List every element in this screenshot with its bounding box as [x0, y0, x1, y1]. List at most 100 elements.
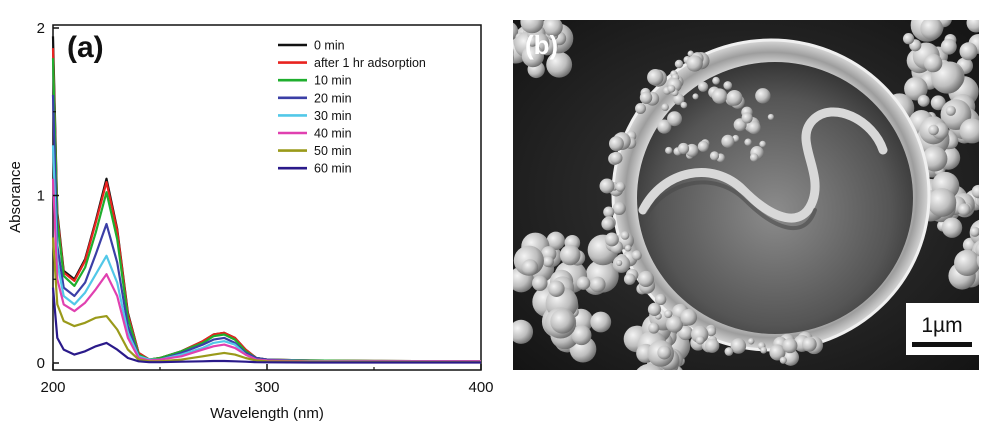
- background-particle: [546, 231, 565, 251]
- background-particle: [904, 76, 928, 101]
- rim-particle: [667, 111, 683, 127]
- background-particle: [923, 53, 943, 73]
- legend-label-5: 40 min: [314, 127, 352, 141]
- axes-group: [52, 24, 482, 371]
- plot-frame: [52, 24, 482, 371]
- rim-particle: [639, 91, 653, 104]
- background-particle: [657, 345, 672, 360]
- rim-particle: [706, 326, 717, 337]
- background-particle: [959, 42, 978, 61]
- background-particle: [966, 20, 979, 33]
- series-line-2: [51, 58, 482, 363]
- background-particle: [975, 242, 979, 257]
- absorbance-chart-svg: 200 300 400 0 1 2 (a) Wavelength (nm) Absoran…: [7, 20, 494, 422]
- hollow-sphere-interior: [637, 62, 913, 334]
- rim-particle: [680, 101, 688, 109]
- rim-particle: [604, 232, 619, 247]
- rim-particle: [782, 338, 798, 354]
- x-axis-title: Wavelength (nm): [210, 405, 324, 421]
- legend-label-4: 30 min: [314, 109, 352, 123]
- background-particle: [548, 280, 565, 297]
- background-particle: [922, 146, 948, 172]
- rim-particle: [760, 346, 768, 354]
- ticks-group: 200 300 400 0 1 2: [37, 20, 494, 396]
- panel-b-sem-image: 1µm (b): [513, 20, 979, 370]
- series-line-0: [51, 36, 482, 363]
- rim-particle: [654, 293, 667, 306]
- panel-a-chart: 200 300 400 0 1 2 (a) Wavelength (nm) Absoran…: [7, 20, 494, 422]
- rim-particle: [647, 302, 662, 316]
- legend-label-2: 10 min: [314, 74, 352, 88]
- x-tick-label-1: 300: [254, 379, 279, 396]
- background-particle: [917, 94, 930, 107]
- panel-a-label: (a): [67, 31, 104, 64]
- series-line-1: [51, 48, 482, 363]
- rim-particle: [616, 259, 623, 267]
- background-particle: [976, 252, 979, 268]
- panel-b-label: (b): [525, 30, 558, 60]
- rim-particle: [673, 93, 685, 106]
- y-axis-title: Absorance: [7, 161, 24, 233]
- series-line-5: [51, 178, 481, 363]
- background-particle: [526, 35, 539, 47]
- rim-particle: [695, 335, 705, 345]
- rim-particle: [692, 93, 699, 100]
- rim-particle: [677, 142, 690, 155]
- rim-particle: [711, 88, 728, 104]
- background-particle: [959, 118, 979, 144]
- rim-particle: [665, 146, 673, 155]
- legend-label-0: 0 min: [314, 39, 345, 53]
- rim-particle: [635, 103, 646, 114]
- background-particle: [532, 275, 548, 292]
- background-particle: [945, 105, 956, 116]
- background-particle: [589, 276, 606, 293]
- rim-particle: [769, 344, 786, 361]
- background-particle: [542, 255, 554, 268]
- rim-particle: [767, 113, 775, 121]
- background-particle: [513, 319, 534, 344]
- background-particle: [648, 322, 660, 334]
- rim-particle: [615, 181, 626, 192]
- series-group: [51, 36, 482, 364]
- rim-particle: [612, 201, 626, 215]
- background-particle: [550, 309, 575, 334]
- rim-particle: [712, 76, 720, 85]
- rim-particle: [802, 337, 817, 352]
- series-line-7: [51, 287, 481, 364]
- sem-micrograph: 1µm (b): [513, 20, 979, 370]
- rim-particles: [599, 50, 824, 366]
- background-particle: [930, 95, 946, 111]
- inner-wall-fold-shadow: [643, 180, 817, 230]
- rim-particle: [609, 151, 623, 165]
- background-particle: [521, 44, 545, 68]
- x-tick-label-0: 200: [40, 379, 65, 396]
- legend-label-7: 60 min: [314, 162, 352, 176]
- rim-particle: [620, 231, 630, 240]
- rim-particle: [705, 338, 720, 353]
- background-particle: [971, 184, 979, 199]
- rim-particle: [661, 103, 669, 111]
- rim-particle: [623, 273, 636, 285]
- y-tick-label-1: 1: [37, 188, 45, 205]
- rim-particle: [741, 112, 753, 124]
- background-particle: [954, 249, 979, 276]
- rim-particle: [631, 250, 642, 261]
- rim-particle: [667, 84, 676, 93]
- rim-particle: [697, 140, 709, 152]
- background-particle: [571, 325, 592, 346]
- background-particle: [559, 244, 581, 266]
- background-particle: [978, 259, 979, 266]
- background-particle: [928, 124, 939, 136]
- rim-particle: [603, 206, 615, 218]
- rim-particle: [779, 356, 787, 364]
- rim-particle: [664, 309, 673, 319]
- rim-particle: [624, 244, 632, 252]
- rim-particle: [730, 338, 747, 354]
- rim-particle: [747, 121, 761, 135]
- rim-particle: [755, 88, 771, 104]
- rim-particle: [647, 69, 664, 86]
- background-particle: [520, 20, 544, 34]
- background-particle: [902, 33, 915, 45]
- rim-particle: [709, 151, 720, 161]
- background-particle: [941, 217, 963, 238]
